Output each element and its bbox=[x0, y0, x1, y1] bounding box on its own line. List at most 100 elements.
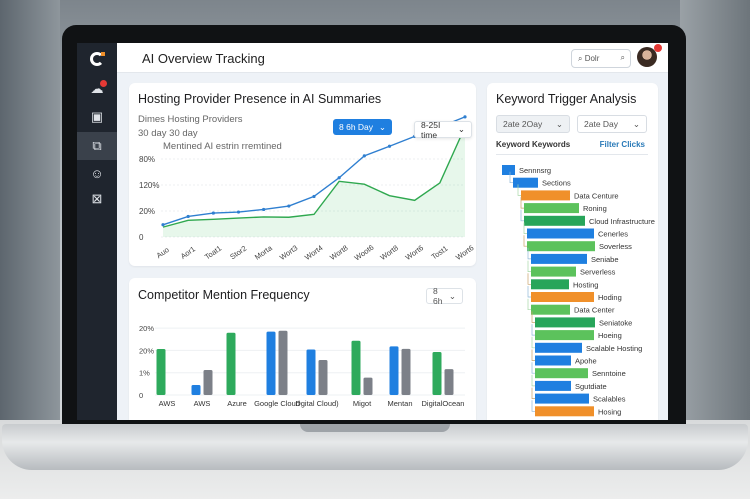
keyword-bar bbox=[521, 190, 570, 201]
x-tick-label: Wort8 bbox=[328, 243, 349, 262]
keyword-bar bbox=[524, 215, 585, 226]
bar bbox=[266, 331, 276, 395]
background-window bbox=[0, 0, 60, 420]
data-point bbox=[186, 214, 190, 219]
x-tick-label: Wort6 bbox=[404, 243, 425, 262]
tree-connector bbox=[523, 235, 527, 247]
y-tick-label: 120% bbox=[139, 181, 159, 190]
x-tick-label: Wort8 bbox=[378, 243, 399, 262]
x-tick-label: Wort4 bbox=[303, 243, 324, 262]
chat-icon[interactable]: ⧉ bbox=[77, 132, 117, 160]
notification-badge bbox=[654, 44, 662, 52]
search-label: Dolr bbox=[584, 54, 600, 63]
card-title: Competitor Mention Frequency bbox=[138, 288, 310, 302]
search-icon[interactable]: ⌕ bbox=[620, 53, 625, 62]
keyword-bar bbox=[535, 317, 595, 328]
dropdown-label: 8 6h Day bbox=[339, 122, 374, 132]
line-chart: 020%120%80%Auo Aor1 Toat1 Stor2 Morta Wort3 Wo… bbox=[139, 115, 475, 263]
data-point bbox=[287, 204, 291, 208]
competitor-card: Competitor Mention Frequency 8 6h ⌄ 0 1% 20… bbox=[129, 278, 476, 420]
avatar[interactable] bbox=[637, 47, 657, 67]
bar bbox=[203, 370, 213, 395]
cloud-alert-icon[interactable]: ☁ bbox=[77, 76, 117, 102]
search-input[interactable]: ⌕ Dolr ⌕ bbox=[571, 49, 631, 68]
y-tick-label: 20% bbox=[139, 346, 154, 355]
tree-connector bbox=[531, 400, 535, 412]
filter-link[interactable]: Filter Clicks bbox=[599, 140, 645, 149]
data-point bbox=[362, 154, 366, 158]
keyword-label: Data Centure bbox=[574, 191, 619, 200]
x-tick-label: DigitalOcean bbox=[422, 399, 465, 408]
face-icon[interactable]: ☺ bbox=[90, 165, 104, 181]
card-title: Hosting Provider Presence in AI Summarie… bbox=[138, 92, 382, 106]
keyword-bar bbox=[535, 406, 594, 417]
tree-connector bbox=[523, 222, 527, 234]
x-tick-label: Stor2 bbox=[228, 244, 248, 262]
y-tick-label: 0 bbox=[139, 391, 143, 400]
x-tick-label: Morta bbox=[253, 243, 275, 262]
keyword-label: Hosting bbox=[573, 280, 598, 289]
keyword-label: Serverless bbox=[580, 268, 616, 277]
bar bbox=[444, 369, 454, 395]
dropdown-label: 8-25I time bbox=[421, 119, 441, 140]
date-select[interactable]: 2ate Day ⌄ bbox=[577, 115, 647, 133]
keyword-label: Sgutdiate bbox=[575, 382, 607, 391]
tree-connector bbox=[520, 197, 524, 209]
keyword-label: Hoeing bbox=[598, 331, 622, 340]
keyword-bar bbox=[535, 380, 571, 391]
logo-icon[interactable] bbox=[77, 46, 117, 72]
y-tick-label: 0 bbox=[139, 233, 144, 242]
bar bbox=[226, 332, 236, 395]
data-point bbox=[236, 210, 241, 214]
range-dropdown[interactable]: 8 6h ⌄ bbox=[426, 286, 463, 306]
tree-connector bbox=[509, 171, 513, 184]
data-point bbox=[387, 144, 392, 148]
keyword-label: Data Center bbox=[574, 306, 615, 315]
x-tick-label: Woot6 bbox=[353, 243, 376, 263]
dropdown-label: 8 6h bbox=[433, 286, 443, 306]
keyword-bar bbox=[531, 292, 594, 302]
header: AI Overview Tracking ⌕ Dolr ⌕ bbox=[117, 43, 668, 73]
bar bbox=[351, 340, 361, 395]
screen: ☁ ▣ ⧉ ☺ ⊠ AI Overview Tracking ⌕ Dolr ⌕ H… bbox=[77, 43, 668, 420]
x-tick-label: Azure bbox=[227, 399, 247, 408]
keyword-label: Cenerles bbox=[598, 230, 628, 239]
tree-connector bbox=[531, 349, 535, 361]
keyword-label: Sennnsrg bbox=[519, 166, 551, 175]
time-dropdown[interactable]: 8-25I time ⌄ bbox=[414, 119, 472, 140]
keyword-bar bbox=[531, 304, 570, 315]
dashboard-icon[interactable]: ▣ bbox=[90, 109, 104, 124]
keyword-bar bbox=[531, 253, 587, 264]
tree-connector bbox=[531, 387, 535, 399]
range-dropdown[interactable]: 8 6h Day ⌄ bbox=[333, 119, 392, 135]
tree-connector bbox=[531, 311, 535, 323]
keyword-bar bbox=[535, 393, 589, 404]
data-point bbox=[337, 176, 341, 180]
card-title: Keyword Trigger Analysis bbox=[496, 92, 637, 106]
data-point bbox=[463, 115, 467, 119]
divider bbox=[496, 154, 648, 155]
search-icon: ⌕ bbox=[578, 54, 585, 63]
tree-connector bbox=[527, 260, 531, 272]
data-point bbox=[211, 211, 215, 215]
keyword-label: Cloud Infrastructure bbox=[589, 217, 655, 226]
y-tick-label: 80% bbox=[139, 155, 155, 164]
keyword-bar bbox=[502, 165, 515, 175]
tree-connector bbox=[531, 324, 535, 336]
presence-card: Hosting Provider Presence in AI Summarie… bbox=[129, 83, 476, 266]
keyword-bar bbox=[527, 228, 594, 239]
bar bbox=[278, 330, 288, 395]
keyword-bar bbox=[535, 330, 594, 341]
inbox-icon[interactable]: ⊠ bbox=[91, 191, 103, 206]
keyword-bar bbox=[531, 266, 576, 277]
sidebar: ☁ ▣ ⧉ ☺ ⊠ bbox=[77, 43, 117, 420]
select-label: 2ate Day bbox=[584, 119, 619, 129]
date-select[interactable]: 2ate 2Oay ⌄ bbox=[496, 115, 570, 133]
chevron-down-icon: ⌄ bbox=[448, 290, 456, 301]
x-tick-label: Auo bbox=[155, 245, 171, 260]
x-tick-label: Tost1 bbox=[430, 244, 450, 262]
x-tick-label: Mentan bbox=[387, 399, 412, 408]
keyword-label: Seniatoke bbox=[599, 318, 632, 327]
keyword-label: Sections bbox=[542, 179, 571, 188]
tree-connector bbox=[527, 286, 531, 298]
